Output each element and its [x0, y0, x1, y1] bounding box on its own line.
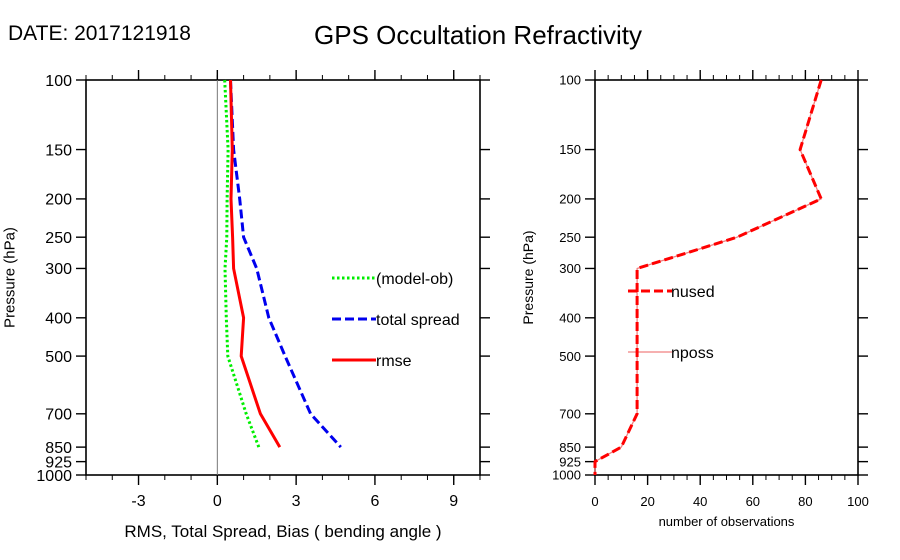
legend-label: nposs	[671, 345, 714, 362]
y-axis-label: Pressure (hPa)	[1, 227, 18, 328]
y-tick-label: 500	[45, 349, 72, 366]
y-tick-label: 200	[559, 192, 581, 207]
y-tick-label: 150	[559, 142, 581, 157]
series-line-rmse	[229, 79, 282, 448]
series-line-nused	[593, 79, 823, 475]
y-tick-label: 925	[559, 454, 581, 469]
y-tick-label: 250	[559, 230, 581, 245]
y-tick-label: 100	[45, 73, 72, 90]
x-tick-label: 3	[292, 493, 301, 510]
x-tick-label: 0	[591, 494, 598, 509]
left-panel: -3 0 3 6 9 100 150 200 250 300 400 500 700 8509251000…	[1, 70, 490, 541]
legend-label: rmse	[376, 353, 412, 370]
x-tick-label: -3	[131, 493, 145, 510]
series-line-totalspread	[229, 79, 342, 449]
x-axis-label: number of observations	[659, 514, 795, 529]
y-tick-label: 300	[559, 261, 581, 276]
y-tick-label: 850	[45, 440, 72, 457]
y-tick-label: 850	[559, 440, 581, 455]
x-tick-label: 0	[213, 493, 222, 510]
y-tick-label: 300	[45, 261, 72, 278]
y-tick-label: 1000	[36, 468, 72, 485]
series-line-modelob	[223, 79, 261, 448]
y-axis-label: Pressure (hPa)	[520, 230, 536, 324]
chart-title: GPS Occultation Refractivity	[314, 20, 642, 50]
y-tick-label: 500	[559, 349, 581, 364]
date-label: DATE: 2017121918	[8, 22, 191, 45]
legend-label: (model-ob)	[376, 271, 453, 288]
x-axis-label: RMS, Total Spread, Bias ( bending angle …	[124, 522, 441, 541]
y-tick-label: 1000	[552, 468, 581, 483]
x-tick-label: 40	[693, 494, 707, 509]
y-tick-label: 250	[45, 230, 72, 247]
y-tick-label: 700	[45, 407, 72, 424]
y-tick-label: 150	[45, 142, 72, 159]
y-tick-label: 925	[45, 454, 72, 471]
y-tick-label: 100	[559, 73, 581, 88]
y-tick-label: 400	[559, 310, 581, 325]
x-tick-label: 100	[847, 494, 869, 509]
y-tick-label: 200	[45, 192, 72, 209]
x-tick-label: 80	[798, 494, 812, 509]
series-line-nposs	[594, 79, 822, 475]
x-tick-label: 9	[449, 493, 458, 510]
x-tick-label: 6	[370, 493, 379, 510]
plot-frame	[594, 79, 859, 476]
legend-label: total spread	[376, 312, 460, 329]
y-tick-label: 700	[559, 406, 581, 421]
x-tick-label: 60	[746, 494, 760, 509]
plot-frame	[85, 79, 481, 476]
x-tick-label: 20	[640, 494, 654, 509]
right-panel: 0 20 40 60 80 100 100 150 200 250 300 400 500 700 8509…	[520, 70, 869, 529]
y-tick-label: 400	[45, 311, 72, 328]
legend-label: nused	[671, 284, 715, 301]
